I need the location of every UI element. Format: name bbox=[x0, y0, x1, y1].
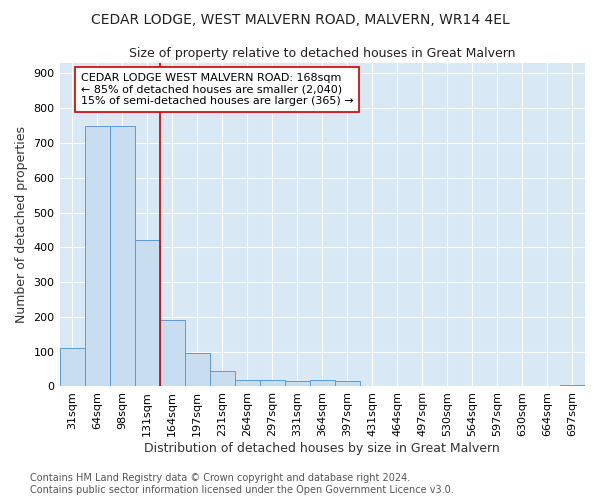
X-axis label: Distribution of detached houses by size in Great Malvern: Distribution of detached houses by size … bbox=[145, 442, 500, 455]
Bar bbox=[310, 380, 335, 386]
Y-axis label: Number of detached properties: Number of detached properties bbox=[15, 126, 28, 324]
Bar bbox=[285, 381, 310, 386]
Bar bbox=[160, 320, 185, 386]
Bar bbox=[85, 126, 110, 386]
Bar bbox=[59, 348, 85, 387]
Text: CEDAR LODGE WEST MALVERN ROAD: 168sqm
← 85% of detached houses are smaller (2,04: CEDAR LODGE WEST MALVERN ROAD: 168sqm ← … bbox=[80, 73, 353, 106]
Text: CEDAR LODGE, WEST MALVERN ROAD, MALVERN, WR14 4EL: CEDAR LODGE, WEST MALVERN ROAD, MALVERN,… bbox=[91, 12, 509, 26]
Bar bbox=[134, 240, 160, 386]
Bar bbox=[110, 126, 134, 386]
Text: Contains HM Land Registry data © Crown copyright and database right 2024.
Contai: Contains HM Land Registry data © Crown c… bbox=[30, 474, 454, 495]
Bar bbox=[560, 384, 585, 386]
Bar bbox=[185, 354, 209, 386]
Bar bbox=[209, 371, 235, 386]
Bar bbox=[260, 380, 285, 386]
Bar bbox=[235, 380, 260, 386]
Title: Size of property relative to detached houses in Great Malvern: Size of property relative to detached ho… bbox=[129, 48, 515, 60]
Bar bbox=[335, 381, 360, 386]
